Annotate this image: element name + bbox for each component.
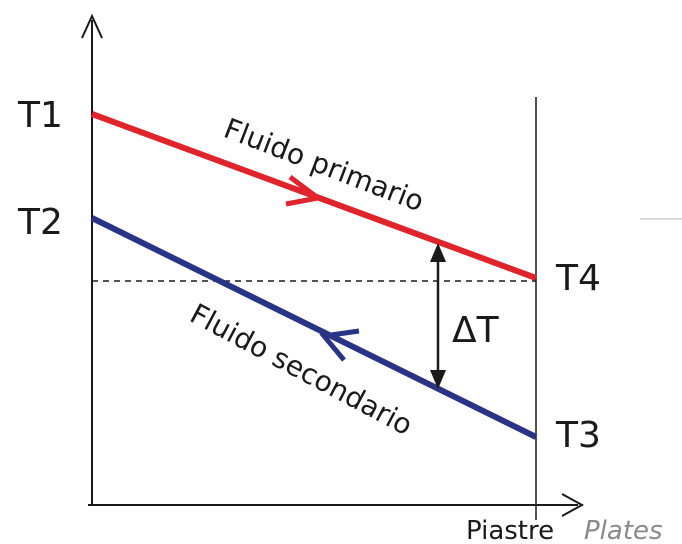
x-axis-arrow-icon — [561, 493, 585, 517]
t1-label: T1 — [17, 95, 63, 136]
delta-t-label: ΔT — [452, 310, 500, 351]
x-axis-label: Piastre — [466, 516, 554, 544]
arrow-left-icon — [319, 328, 360, 362]
arrow-right-icon — [285, 175, 325, 207]
t4-label: T4 — [555, 258, 601, 299]
t2-label: T2 — [17, 202, 63, 243]
delta-t-arrow-top-icon — [430, 243, 446, 262]
delta-t-arrow-bottom-icon — [430, 370, 446, 389]
x-axis-label-english: Plates — [584, 516, 663, 544]
y-axis-arrow-icon — [81, 13, 103, 39]
t3-label: T3 — [555, 415, 601, 456]
secondary-fluid-line — [90, 215, 538, 440]
